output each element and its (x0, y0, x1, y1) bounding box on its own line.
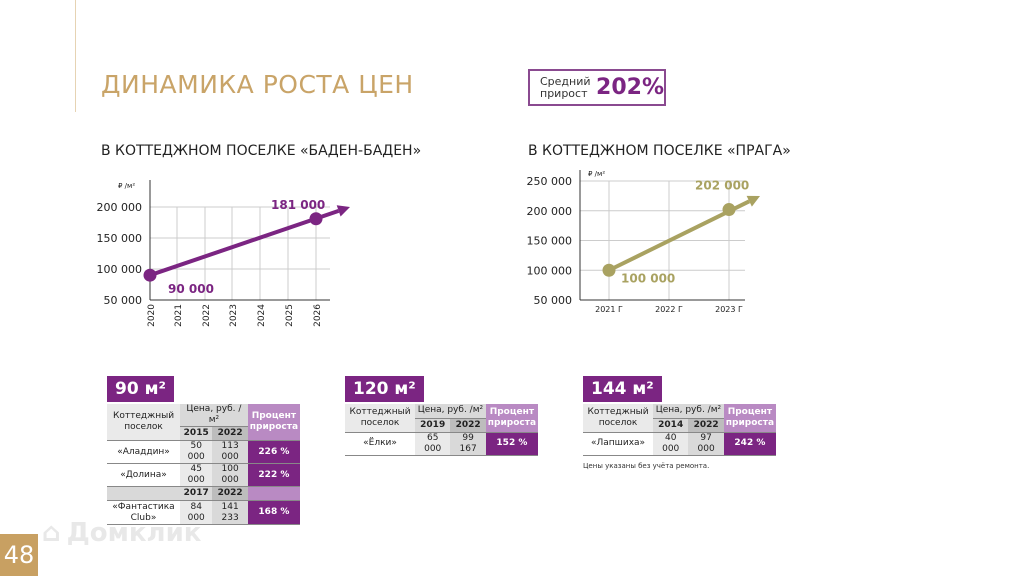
year: 2022 (212, 426, 248, 441)
arrow-head (746, 195, 760, 207)
year: 2017 (180, 486, 213, 501)
note: Цены указаны без учёта ремонта. (583, 462, 710, 470)
watermark-text: Домклик (66, 518, 202, 548)
y-axis-label: ₽ /м² (588, 170, 605, 178)
cell: 226 % (247, 440, 300, 464)
x-tick-label: 2021 Г (595, 305, 623, 314)
col-price: Цена, руб. /м² (653, 404, 724, 419)
data-point (143, 268, 157, 282)
col-pct: Процент прироста (723, 404, 776, 433)
arrow-head (336, 205, 350, 217)
x-tick-label: 2024 (257, 304, 267, 327)
y-tick-label: 50 000 (534, 294, 573, 307)
cell: 141 233 (212, 500, 248, 525)
average-growth-box: Средний прирост 202% (528, 69, 666, 106)
y-tick-label: 250 000 (527, 175, 573, 188)
y-tick-label: 150 000 (527, 235, 573, 248)
cell: 222 % (247, 463, 300, 487)
trend-line (149, 208, 340, 278)
cell: «Ёлки» (345, 432, 415, 456)
year: 2019 (415, 418, 451, 433)
year: 2022 (450, 418, 486, 433)
data-point (309, 212, 323, 226)
cell: 40 000 (653, 432, 689, 456)
x-tick-label: 2026 (313, 304, 323, 327)
area-badge: 90 м² (107, 376, 174, 402)
page-number: 48 (0, 534, 38, 576)
year: 2015 (180, 426, 213, 441)
year: 2022 (212, 486, 248, 501)
table-row: «Лапшиха» 40 000 97 000 242 % (583, 432, 776, 456)
col-pct: Процент прироста (485, 404, 538, 433)
chart1-title: В КОТТЕДЖНОМ ПОСЕЛКЕ «БАДЕН-БАДЕН» (101, 143, 422, 159)
cell: 152 % (485, 432, 538, 456)
cell: «Фантастика Club» (107, 500, 180, 525)
table-row: «Фантастика Club» 84 000 141 233 168 % (107, 500, 300, 525)
y-tick-label: 50 000 (104, 294, 143, 307)
x-tick-label: 2020 (147, 304, 157, 327)
cell: 113 000 (212, 440, 248, 464)
average-label: Средний прирост (540, 74, 591, 100)
y-axis-label: ₽ /м² (118, 182, 135, 190)
y-tick-label: 100 000 (97, 263, 143, 276)
watermark: ⌂ Домклик (42, 518, 201, 548)
x-tick-label: 2023 (229, 304, 239, 327)
col-village: Коттеджный поселок (583, 404, 653, 433)
year: 2014 (653, 418, 689, 433)
col-price: Цена, руб. /м² (180, 404, 248, 427)
x-tick-label: 2021 (174, 304, 184, 327)
x-tick-label: 2023 Г (715, 305, 743, 314)
area-badge: 144 м² (583, 376, 662, 402)
data-point (602, 263, 616, 277)
cell: 97 000 (688, 432, 724, 456)
data-label: 100 000 (621, 271, 675, 285)
average-value: 202% (596, 75, 664, 100)
cell: «Аладдин» (107, 440, 180, 464)
data-label: 181 000 (271, 198, 325, 212)
area-badge: 120 м² (345, 376, 424, 402)
y-tick-label: 200 000 (527, 205, 573, 218)
table-144: 144 м² Коттеджный поселок Цена, руб. /м²… (583, 376, 776, 456)
x-tick-label: 2022 Г (655, 305, 683, 314)
x-tick-label: 2022 (202, 304, 212, 327)
y-tick-label: 100 000 (527, 264, 573, 277)
cell: 99 167 (450, 432, 486, 456)
chart2-title: В КОТТЕДЖНОМ ПОСЕЛКЕ «ПРАГА» (528, 143, 791, 159)
table-90: 90 м² Коттеджный поселок Цена, руб. /м² … (107, 376, 300, 525)
col-village: Коттеджный поселок (345, 404, 415, 433)
col-village: Коттеджный поселок (107, 404, 180, 441)
col-pct: Процент прироста (247, 404, 300, 441)
x-tick-label: 2025 (285, 304, 295, 327)
cell: «Долина» (107, 463, 180, 487)
data-label: 202 000 (695, 179, 749, 193)
house-icon: ⌂ (42, 518, 61, 548)
year: 2022 (688, 418, 724, 433)
cell: 45 000 (180, 463, 213, 487)
data-point (722, 203, 736, 217)
col-price: Цена, руб. /м² (415, 404, 486, 419)
cell: 84 000 (180, 500, 213, 525)
y-tick-label: 150 000 (97, 232, 143, 245)
cell: 168 % (247, 500, 300, 525)
page-title: ДИНАМИКА РОСТА ЦЕН (101, 70, 414, 99)
data-label: 90 000 (168, 282, 214, 296)
cell: 65 000 (415, 432, 451, 456)
cell: 100 000 (212, 463, 248, 487)
cell: 242 % (723, 432, 776, 456)
table-row: «Долина» 45 000 100 000 222 % (107, 463, 300, 487)
y-tick-label: 200 000 (97, 201, 143, 214)
divider (75, 0, 76, 112)
table-row: «Ёлки» 65 000 99 167 152 % (345, 432, 538, 456)
table-120: 120 м² Коттеджный поселок Цена, руб. /м²… (345, 376, 538, 456)
table-row: «Аладдин» 50 000 113 000 226 % (107, 440, 300, 464)
cell: 50 000 (180, 440, 213, 464)
cell: «Лапшиха» (583, 432, 653, 456)
